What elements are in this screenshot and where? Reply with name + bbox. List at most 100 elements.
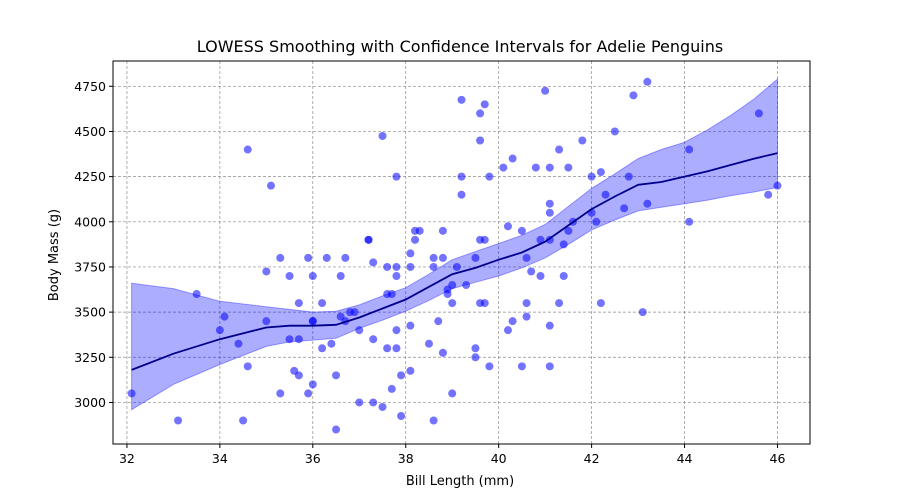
data-point	[448, 281, 457, 290]
data-point	[364, 235, 373, 244]
data-point	[387, 384, 396, 393]
data-point	[545, 208, 554, 217]
data-point	[392, 262, 401, 271]
data-point	[387, 290, 396, 299]
data-point	[545, 163, 554, 172]
data-point	[383, 344, 392, 353]
data-point	[127, 389, 136, 398]
data-point	[174, 416, 183, 425]
data-point	[601, 190, 610, 199]
data-point	[471, 253, 480, 262]
data-point	[341, 253, 350, 262]
data-point	[350, 308, 359, 317]
x-tick-label: 44	[677, 451, 693, 466]
data-point	[332, 371, 341, 380]
data-point	[629, 91, 638, 100]
y-tick-label: 4000	[74, 214, 106, 229]
x-tick-label: 36	[305, 451, 321, 466]
data-point	[754, 109, 763, 118]
data-point	[308, 317, 317, 326]
data-point	[406, 262, 415, 271]
data-point	[434, 317, 443, 326]
data-point	[429, 416, 438, 425]
data-point	[294, 371, 303, 380]
data-point	[285, 271, 294, 280]
data-point	[369, 335, 378, 344]
data-point	[471, 344, 480, 353]
data-point	[564, 163, 573, 172]
data-point	[685, 145, 694, 154]
data-point	[304, 253, 313, 262]
data-point	[596, 299, 605, 308]
data-point	[536, 235, 545, 244]
data-point	[485, 362, 494, 371]
data-point	[406, 321, 415, 330]
data-point	[545, 199, 554, 208]
data-point	[480, 235, 489, 244]
data-point	[424, 339, 433, 348]
lowess-line-path	[131, 152, 778, 371]
data-point	[448, 389, 457, 398]
data-point	[276, 253, 285, 262]
data-point	[318, 299, 327, 308]
x-axis-label: Bill Length (mm)	[406, 474, 514, 489]
data-point	[624, 172, 633, 181]
data-point	[462, 281, 471, 290]
y-tick-label: 3750	[74, 259, 106, 274]
data-point	[262, 317, 271, 326]
data-point	[336, 271, 345, 280]
data-point	[638, 308, 647, 317]
data-point	[559, 240, 568, 249]
x-tick-label: 38	[398, 451, 414, 466]
data-point	[522, 253, 531, 262]
y-tick-label: 3500	[74, 305, 106, 320]
data-point	[411, 235, 420, 244]
x-tick-label: 42	[584, 451, 600, 466]
grid-lines	[113, 61, 810, 444]
data-point	[220, 312, 229, 321]
data-point	[620, 204, 629, 213]
data-point	[304, 389, 313, 398]
data-point	[457, 95, 466, 104]
data-point	[457, 172, 466, 181]
data-point	[327, 339, 336, 348]
data-point	[392, 344, 401, 353]
data-point	[499, 163, 508, 172]
data-point	[355, 326, 364, 335]
y-axis-ticks: 3000 3250 3500 3750 4000 4250 4500 4750	[74, 79, 113, 410]
data-point	[541, 86, 550, 95]
data-point	[764, 190, 773, 199]
data-point	[378, 402, 387, 411]
data-point	[592, 217, 601, 226]
data-point	[406, 249, 415, 258]
data-point	[294, 335, 303, 344]
data-point	[578, 136, 587, 145]
data-point	[322, 253, 331, 262]
data-point	[555, 145, 564, 154]
data-point	[234, 339, 243, 348]
data-point	[517, 362, 526, 371]
data-point	[564, 226, 573, 235]
data-point	[452, 262, 461, 271]
data-point	[448, 299, 457, 308]
data-point	[643, 77, 652, 86]
data-point	[685, 217, 694, 226]
data-point	[522, 312, 531, 321]
confidence-band-area	[131, 78, 778, 411]
x-tick-label: 34	[212, 451, 228, 466]
data-point	[508, 317, 517, 326]
data-point	[355, 398, 364, 407]
data-point	[438, 226, 447, 235]
y-tick-label: 3250	[74, 350, 106, 365]
y-tick-label: 4750	[74, 79, 106, 94]
data-point	[531, 163, 540, 172]
data-point	[596, 168, 605, 177]
confidence-band	[131, 78, 778, 411]
data-point	[485, 172, 494, 181]
data-point	[378, 131, 387, 140]
data-point	[457, 190, 466, 199]
data-point	[429, 253, 438, 262]
data-point	[215, 326, 224, 335]
data-point	[429, 262, 438, 271]
